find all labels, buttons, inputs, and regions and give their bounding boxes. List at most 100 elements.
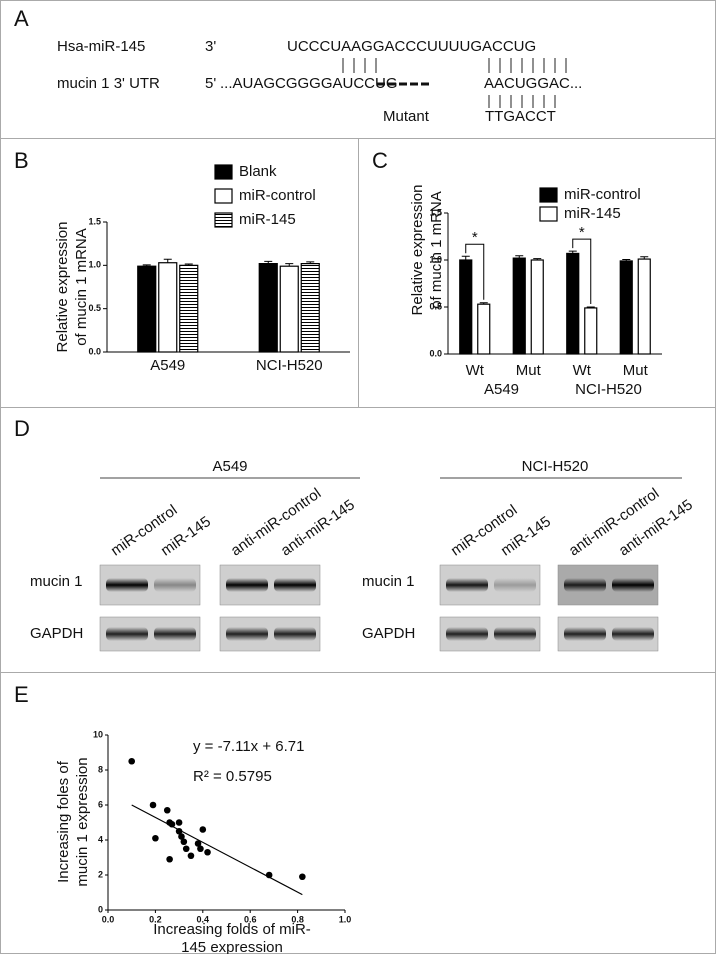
x-axis-label: 145 expression — [181, 939, 283, 954]
bar — [179, 264, 199, 353]
blot-band — [106, 578, 148, 592]
blot-band — [106, 627, 148, 641]
bar — [459, 259, 473, 355]
x-tick-label: 0.4 — [197, 914, 210, 924]
blot-band — [564, 627, 606, 641]
x-tick-label: 0.0 — [102, 914, 115, 924]
blot-band — [226, 578, 268, 592]
mutant-label: Mutant — [383, 108, 430, 125]
blot-group-title: NCI-H520 — [522, 458, 589, 475]
y-tick-label: 0 — [98, 904, 103, 914]
y-tick-label: 2 — [98, 869, 103, 879]
point — [187, 852, 195, 860]
bar — [619, 260, 633, 355]
x-tick-label: NCI-H520 — [256, 357, 323, 374]
bar — [137, 265, 157, 353]
y-axis-label: Increasing foles of — [55, 760, 72, 883]
y-axis-label: mucin 1 expression — [74, 757, 91, 886]
fit-line — [131, 804, 303, 896]
panel-label: D — [14, 416, 30, 441]
point — [182, 845, 190, 853]
x-tick-label: Mut — [516, 362, 542, 379]
point — [180, 838, 188, 846]
y-tick-label: 4 — [98, 834, 103, 844]
legend-label: miR-control — [564, 186, 641, 203]
bar — [530, 259, 544, 355]
point — [166, 855, 173, 863]
panel-label: A — [14, 6, 29, 31]
bar — [158, 262, 178, 353]
y-axis-label: Relative expression — [54, 222, 71, 353]
x-tick-label: Mut — [623, 362, 649, 379]
legend-swatch — [214, 212, 233, 228]
sequence: ...AUAGCGGGGAUCCUG — [220, 75, 398, 92]
legend-swatch — [539, 187, 558, 203]
point — [194, 840, 202, 847]
error-bar — [640, 256, 649, 260]
blot-band — [494, 578, 536, 592]
point — [149, 801, 157, 809]
y-tick-label: 8 — [98, 764, 103, 774]
error-bar — [568, 250, 577, 254]
y-tick-label: 6 — [98, 799, 103, 809]
x-tick-label: 0.6 — [244, 914, 257, 924]
significance-bracket — [465, 243, 485, 300]
blot-band — [274, 578, 316, 592]
sequence-end: 5' — [205, 75, 216, 92]
error-bar — [264, 260, 273, 264]
point — [197, 845, 204, 853]
legend-label: miR-145 — [239, 211, 296, 228]
blot-band — [446, 627, 488, 641]
point — [128, 757, 135, 765]
blot-row-label: mucin 1 — [362, 573, 415, 590]
pairing-lines — [342, 58, 567, 108]
point — [175, 819, 183, 826]
point — [178, 833, 185, 840]
blot-band — [154, 627, 196, 641]
panel-label: E — [14, 682, 29, 707]
y-tick-label: 1.0 — [88, 260, 101, 270]
error-bar — [622, 259, 631, 261]
sequence: UCCCUAAGGACCCUUUUGACCUG — [287, 38, 536, 55]
x-tick-label: Wt — [466, 362, 485, 379]
x-axis-label: Increasing folds of miR- — [153, 921, 311, 938]
point — [299, 873, 306, 881]
y-axis-label: Relative expression — [409, 185, 426, 316]
sequence: AACUGGAC... — [484, 75, 582, 92]
legend-label: miR-control — [239, 187, 316, 204]
x-tick-label: 1.0 — [339, 914, 352, 924]
point — [204, 848, 211, 856]
significance-bracket — [572, 238, 592, 304]
y-tick-label: 0.5 — [429, 301, 442, 311]
blot-band — [226, 627, 268, 641]
x-tick-label: A549 — [150, 357, 185, 374]
bar — [637, 258, 651, 355]
error-bar — [461, 255, 470, 260]
error-bar — [184, 263, 193, 266]
y-axis-label: of mucin 1 mRNA — [428, 191, 445, 309]
blot-band — [564, 578, 606, 592]
panel-label: B — [14, 148, 29, 173]
bar — [477, 303, 491, 355]
error-bar — [533, 258, 542, 260]
bar — [566, 252, 580, 355]
bar — [584, 307, 598, 355]
x-tick-label: Wt — [573, 362, 592, 379]
blot-band — [494, 627, 536, 641]
blot-row-label: mucin 1 — [30, 573, 83, 590]
y-tick-label: 0.5 — [88, 303, 101, 313]
y-tick-label: 10 — [93, 729, 103, 739]
x-tick-label: 0.8 — [291, 914, 304, 924]
blot-band — [612, 627, 654, 641]
error-bar — [163, 258, 172, 263]
group-label: NCI-H520 — [575, 381, 642, 398]
error-bar — [479, 302, 488, 305]
error-bar — [142, 264, 151, 267]
legend-swatch — [214, 164, 233, 180]
bar — [279, 265, 299, 353]
point — [175, 827, 183, 835]
point — [163, 806, 171, 814]
